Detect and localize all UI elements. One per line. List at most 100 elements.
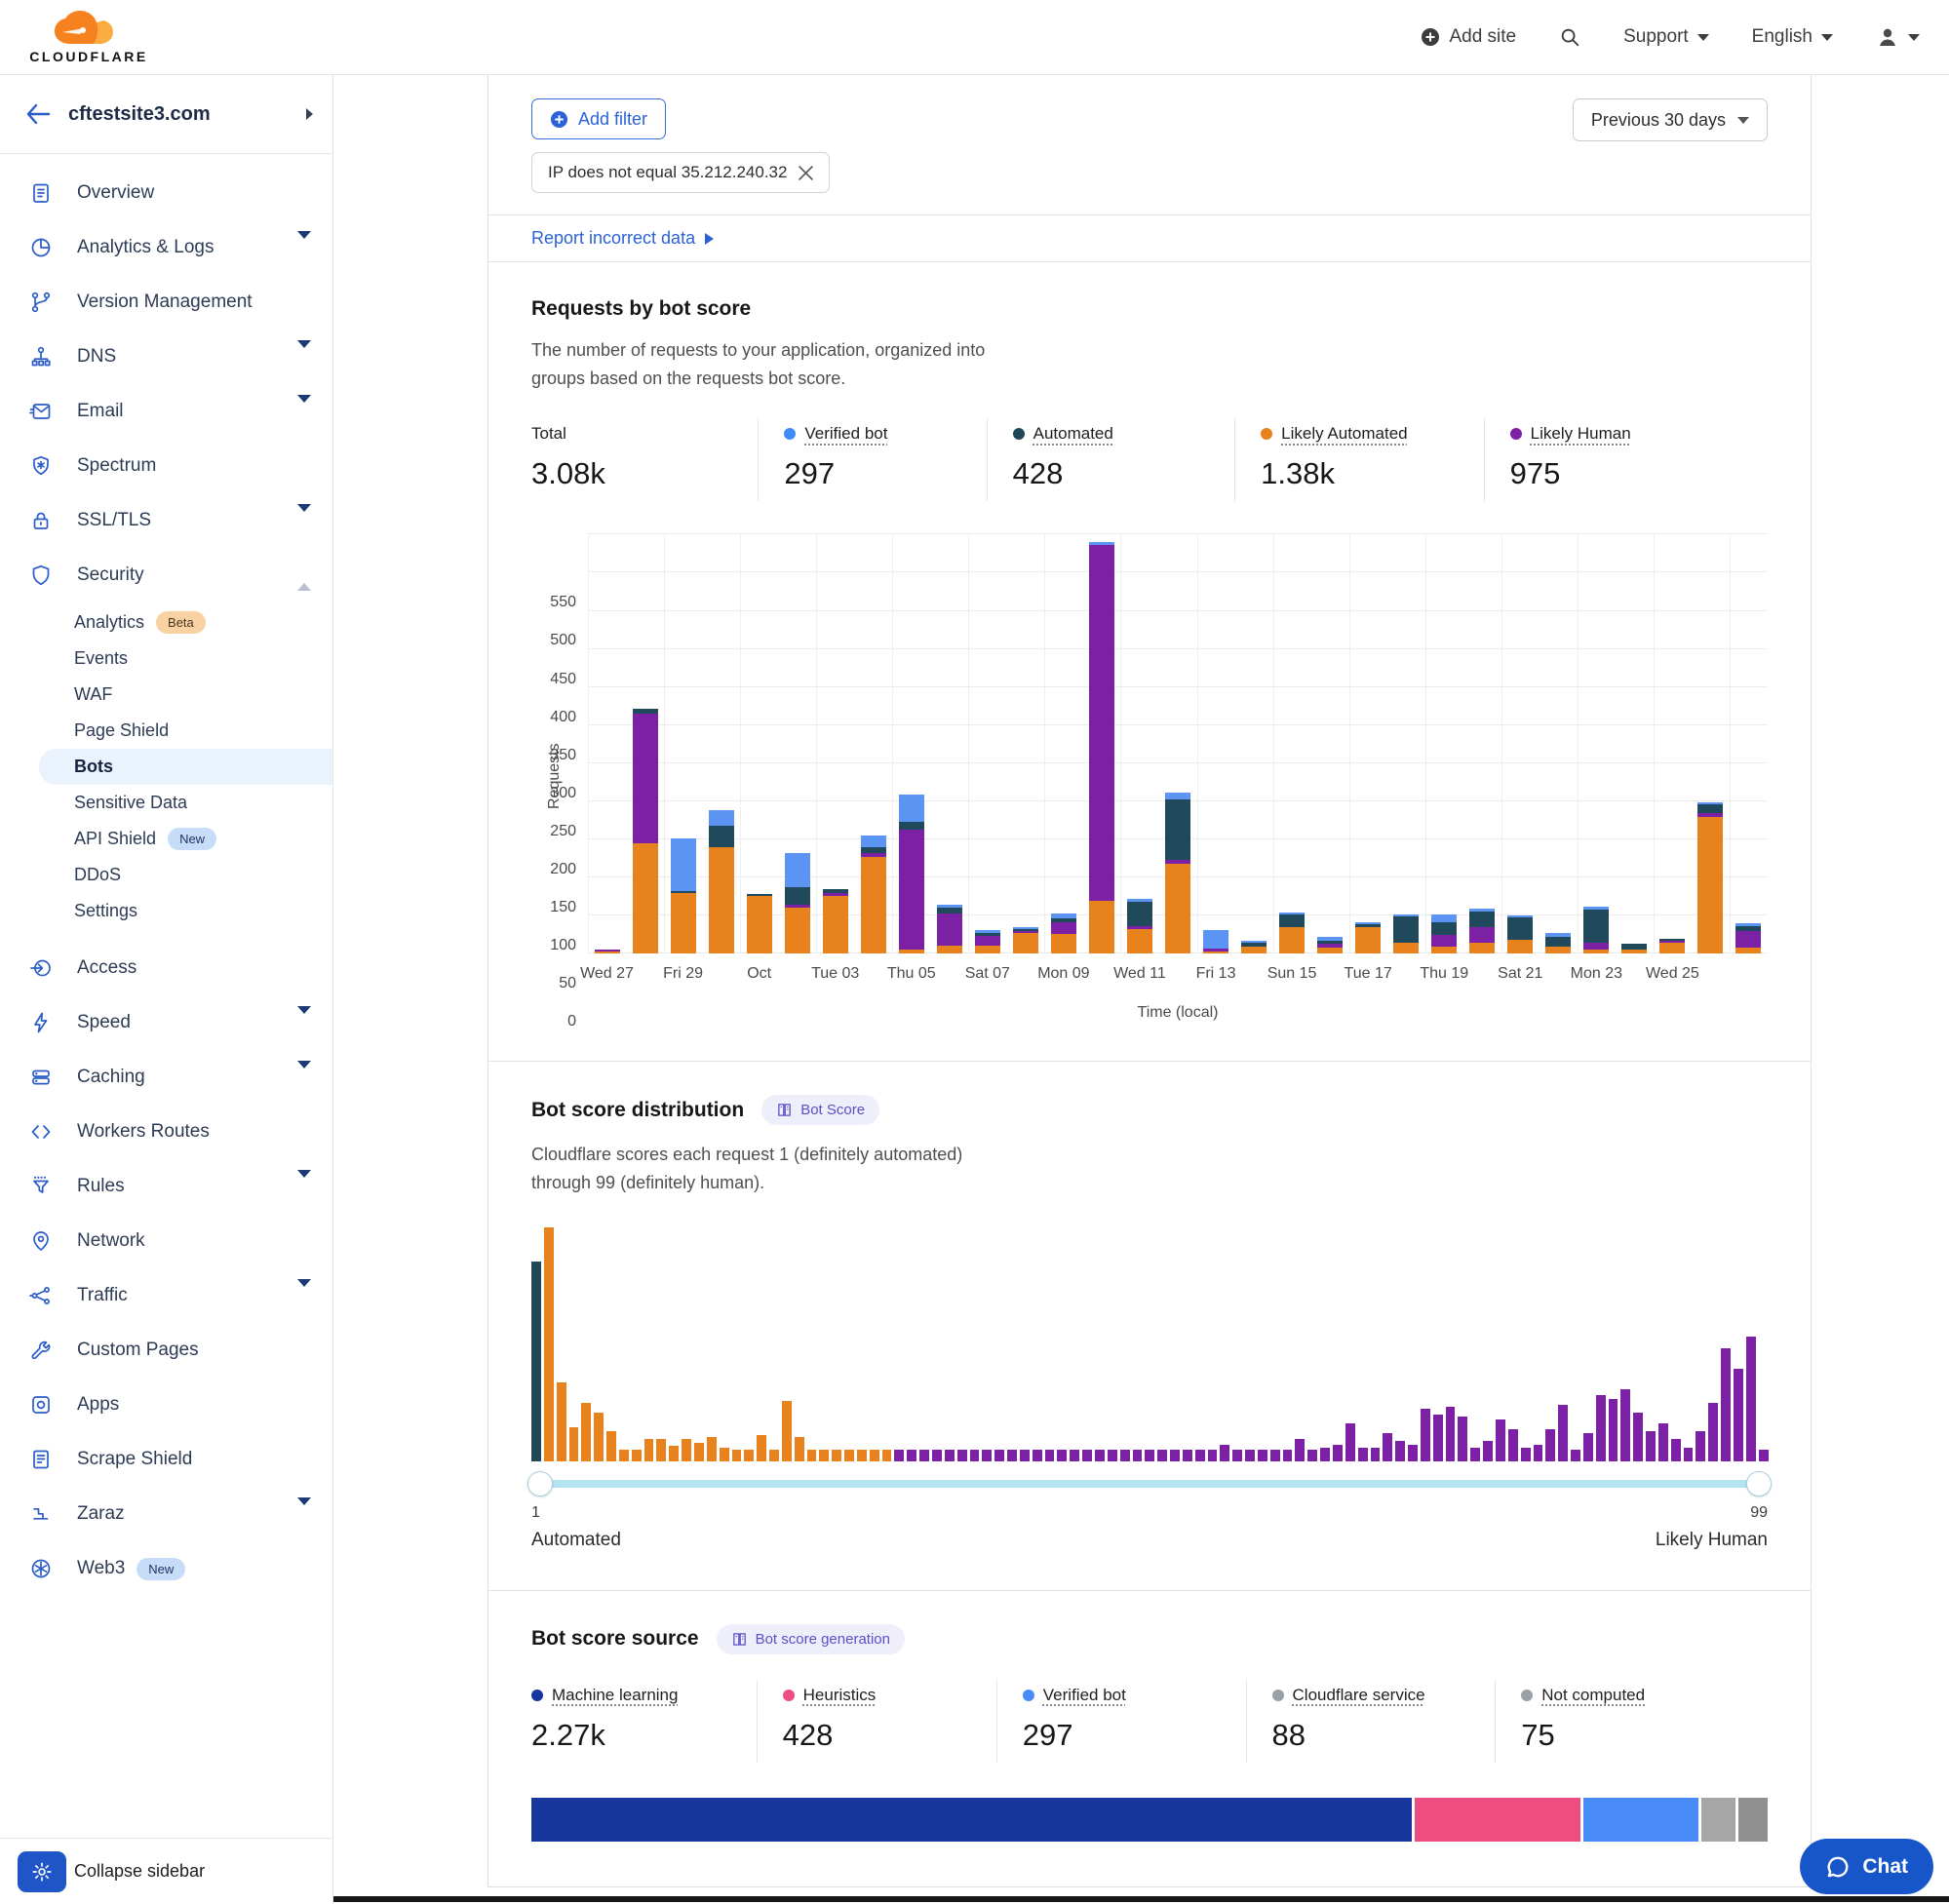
bar-day-11[interactable]	[1006, 927, 1044, 954]
sidebar-item-analytics-logs[interactable]: Analytics & Logs	[0, 220, 332, 275]
histogram-bar-score-26[interactable]	[844, 1449, 854, 1461]
histogram-bar-score-52[interactable]	[1170, 1449, 1180, 1461]
bar-day-22[interactable]	[1425, 913, 1463, 954]
histogram-bar-score-55[interactable]	[1207, 1449, 1218, 1461]
histogram-bar-score-53[interactable]	[1182, 1449, 1192, 1461]
histogram-bar-score-94[interactable]	[1696, 1430, 1706, 1461]
histogram-bar-score-4[interactable]	[568, 1426, 579, 1461]
sidebar-subitem-page-shield[interactable]: Page Shield	[0, 713, 332, 749]
histogram-bar-score-91[interactable]	[1657, 1422, 1668, 1461]
histogram-bar-score-48[interactable]	[1119, 1449, 1130, 1461]
histogram-bar-score-19[interactable]	[757, 1434, 767, 1461]
bar-day-1[interactable]	[626, 708, 664, 954]
histogram-bar-score-32[interactable]	[919, 1449, 929, 1461]
slider-handle-min[interactable]	[527, 1470, 553, 1496]
histogram-bar-score-45[interactable]	[1082, 1449, 1092, 1461]
histogram-bar-score-62[interactable]	[1295, 1438, 1306, 1461]
histogram-bar-score-95[interactable]	[1708, 1402, 1719, 1461]
bar-day-10[interactable]	[968, 930, 1006, 954]
bar-day-9[interactable]	[930, 904, 968, 954]
histogram-bar-score-36[interactable]	[969, 1449, 980, 1461]
histogram-bar-score-23[interactable]	[806, 1449, 817, 1461]
source-segment-cloudflare-service[interactable]	[1701, 1797, 1736, 1842]
report-incorrect-data-link[interactable]: Report incorrect data	[531, 228, 715, 249]
add-filter-button[interactable]: Add filter	[531, 98, 667, 139]
histogram-bar-score-11[interactable]	[656, 1438, 667, 1461]
search-button[interactable]	[1559, 26, 1580, 48]
bar-day-26[interactable]	[1578, 906, 1616, 954]
histogram-bar-score-81[interactable]	[1533, 1444, 1543, 1461]
sidebar-subitem-bots[interactable]: Bots	[39, 749, 332, 785]
sidebar-subitem-events[interactable]: Events	[0, 641, 332, 677]
stat-label[interactable]: Likely Automated	[1281, 424, 1408, 444]
bar-day-6[interactable]	[816, 888, 854, 954]
source-segment-verified-bot[interactable]	[1583, 1797, 1699, 1842]
histogram-bar-score-67[interactable]	[1357, 1447, 1368, 1461]
back-arrow-icon[interactable]	[25, 103, 51, 125]
bar-day-7[interactable]	[854, 835, 892, 954]
sidebar-subitem-waf[interactable]: WAF	[0, 677, 332, 713]
bar-day-24[interactable]	[1501, 914, 1540, 954]
histogram-bar-score-83[interactable]	[1558, 1404, 1569, 1461]
sidebar-item-custom-pages[interactable]: Custom Pages	[0, 1323, 332, 1378]
histogram-bar-score-27[interactable]	[856, 1449, 867, 1461]
sidebar-item-ssl-tls[interactable]: SSL/TLS	[0, 493, 332, 548]
stat-label[interactable]: Likely Human	[1530, 424, 1631, 444]
histogram-bar-score-28[interactable]	[869, 1449, 879, 1461]
sidebar-item-network[interactable]: Network	[0, 1214, 332, 1268]
remove-filter-icon[interactable]	[799, 165, 814, 180]
histogram-bar-score-39[interactable]	[1007, 1449, 1017, 1461]
stat-label[interactable]: Machine learning	[552, 1685, 679, 1704]
histogram-bar-score-98[interactable]	[1745, 1336, 1756, 1461]
chat-button[interactable]: Chat	[1800, 1839, 1933, 1894]
histogram-bar-score-63[interactable]	[1307, 1449, 1318, 1461]
bar-day-12[interactable]	[1044, 913, 1082, 954]
histogram-bar-score-40[interactable]	[1019, 1449, 1030, 1461]
histogram-bar-score-64[interactable]	[1320, 1447, 1330, 1461]
histogram-bar-score-10[interactable]	[643, 1438, 654, 1461]
histogram-bar-score-30[interactable]	[894, 1449, 905, 1461]
histogram-bar-score-12[interactable]	[669, 1445, 680, 1461]
histogram-bar-score-54[interactable]	[1194, 1449, 1205, 1461]
histogram-bar-score-93[interactable]	[1683, 1447, 1694, 1461]
sidebar-subitem-analytics[interactable]: Analytics Beta	[0, 604, 332, 641]
histogram-bar-score-99[interactable]	[1758, 1449, 1769, 1461]
sidebar-item-version-management[interactable]: Version Management	[0, 275, 332, 330]
bar-day-5[interactable]	[778, 853, 816, 954]
histogram-bar-score-77[interactable]	[1483, 1440, 1493, 1461]
histogram-bar-score-8[interactable]	[618, 1449, 629, 1461]
histogram-bar-score-35[interactable]	[956, 1449, 967, 1461]
histogram-bar-score-25[interactable]	[832, 1449, 842, 1461]
histogram-bar-score-49[interactable]	[1132, 1449, 1143, 1461]
sidebar-item-workers-routes[interactable]: Workers Routes	[0, 1105, 332, 1159]
histogram-bar-score-56[interactable]	[1220, 1444, 1230, 1461]
chevron-right-icon[interactable]	[306, 108, 313, 120]
collapse-sidebar-label[interactable]: Collapse sidebar	[74, 1861, 206, 1881]
source-segment-machine-learning[interactable]	[531, 1797, 1412, 1842]
histogram-bar-score-75[interactable]	[1458, 1416, 1468, 1461]
histogram-bar-score-46[interactable]	[1094, 1449, 1105, 1461]
sidebar-item-dns[interactable]: DNS	[0, 330, 332, 384]
histogram-bar-score-79[interactable]	[1507, 1428, 1518, 1461]
add-site-button[interactable]: Add site	[1421, 26, 1516, 48]
sidebar-subitem-sensitive-data[interactable]: Sensitive Data	[0, 785, 332, 821]
sidebar-item-traffic[interactable]: Traffic	[0, 1268, 332, 1323]
sidebar-item-speed[interactable]: Speed	[0, 995, 332, 1050]
histogram-bar-score-31[interactable]	[907, 1449, 917, 1461]
bar-day-2[interactable]	[664, 837, 702, 954]
bar-day-23[interactable]	[1463, 909, 1501, 954]
settings-gear-button[interactable]	[18, 1850, 66, 1892]
bar-day-19[interactable]	[1311, 937, 1349, 954]
bar-day-20[interactable]	[1349, 921, 1387, 954]
bar-day-25[interactable]	[1540, 933, 1578, 954]
histogram-bar-score-2[interactable]	[543, 1226, 554, 1461]
histogram-bar-score-24[interactable]	[819, 1449, 830, 1461]
histogram-bar-score-7[interactable]	[606, 1430, 616, 1461]
histogram-bar-score-66[interactable]	[1345, 1422, 1355, 1461]
histogram-bar-score-82[interactable]	[1545, 1428, 1556, 1461]
account-menu[interactable]	[1876, 25, 1920, 49]
stat-label[interactable]: Cloudflare service	[1292, 1685, 1425, 1704]
sidebar-item-email[interactable]: Email	[0, 384, 332, 439]
histogram-bar-score-21[interactable]	[781, 1400, 792, 1461]
histogram-bar-score-76[interactable]	[1470, 1447, 1481, 1461]
